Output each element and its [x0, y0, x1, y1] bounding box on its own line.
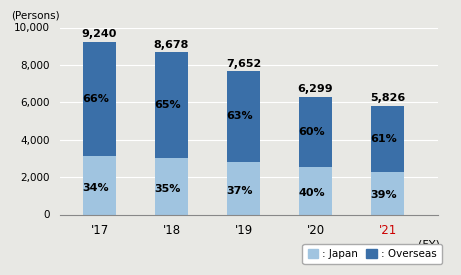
Bar: [227, 72, 260, 161]
Text: 7,652: 7,652: [226, 59, 261, 69]
Text: 61%: 61%: [371, 134, 397, 144]
Text: 39%: 39%: [371, 190, 397, 200]
Bar: [372, 106, 404, 172]
Text: (FY): (FY): [418, 240, 440, 250]
Text: 6,299: 6,299: [298, 84, 333, 95]
Text: 8,678: 8,678: [154, 40, 189, 50]
Bar: [227, 161, 260, 214]
Legend: : Japan, : Overseas: : Japan, : Overseas: [302, 244, 442, 264]
Text: 5,826: 5,826: [370, 93, 405, 103]
Text: 63%: 63%: [227, 111, 253, 122]
Bar: [299, 167, 332, 214]
Text: 34%: 34%: [83, 183, 109, 193]
Bar: [83, 156, 116, 214]
Text: (Persons): (Persons): [11, 10, 59, 20]
Text: 40%: 40%: [299, 188, 325, 198]
Bar: [372, 172, 404, 214]
Text: 9,240: 9,240: [82, 29, 117, 40]
Bar: [299, 97, 332, 167]
Text: 66%: 66%: [83, 94, 109, 104]
Bar: [83, 42, 116, 156]
Text: 35%: 35%: [155, 184, 181, 194]
Text: 37%: 37%: [227, 186, 253, 196]
Bar: [155, 52, 188, 158]
Bar: [155, 158, 188, 214]
Text: 65%: 65%: [154, 100, 181, 110]
Text: 60%: 60%: [299, 127, 325, 137]
